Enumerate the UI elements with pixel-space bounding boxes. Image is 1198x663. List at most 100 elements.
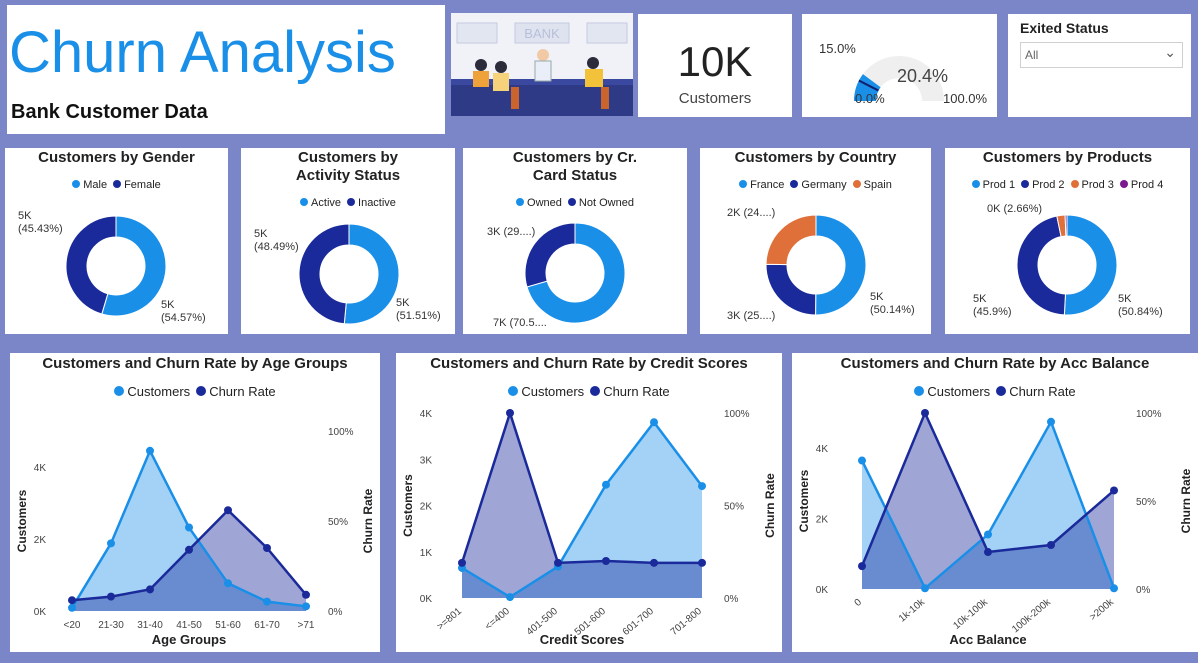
data-label: 5K (45.9%) — [973, 293, 1012, 319]
customers-point[interactable] — [698, 482, 706, 491]
donut-slice-prod-4[interactable] — [1064, 214, 1068, 237]
data-label-line2: (50.14%) — [870, 304, 915, 316]
legend-item[interactable]: Customers — [914, 384, 990, 399]
bank-sign-text: BANK — [524, 26, 560, 41]
churn-rate-point[interactable] — [1047, 541, 1055, 549]
page-title: Churn Analysis — [9, 20, 396, 85]
customers-point[interactable] — [68, 603, 76, 612]
legend-item[interactable]: Inactive — [347, 197, 396, 209]
churn-rate-point[interactable] — [554, 558, 562, 567]
donut-slice-female[interactable] — [65, 215, 117, 315]
churn-rate-point[interactable] — [224, 506, 232, 515]
legend-item[interactable]: Churn Rate — [196, 384, 276, 399]
donut-slice-owned[interactable] — [526, 222, 626, 324]
chart-legend: Customers Churn Rate — [792, 384, 1198, 399]
churn-rate-point[interactable] — [146, 585, 154, 594]
customers-point[interactable] — [921, 584, 929, 593]
legend-marker — [300, 198, 309, 206]
legend-item[interactable]: Male — [72, 179, 107, 191]
churn-rate-point[interactable] — [185, 545, 193, 554]
legend-item[interactable]: Churn Rate — [590, 384, 670, 399]
customers-point[interactable] — [224, 579, 232, 588]
churn-rate-point[interactable] — [107, 592, 115, 601]
x-tick-label: 10k-100k — [951, 596, 990, 632]
churn-rate-point[interactable] — [68, 596, 76, 605]
churn-rate-point[interactable] — [458, 558, 466, 567]
exited-status-dropdown[interactable]: All ⌄ — [1020, 42, 1183, 68]
churn-rate-point[interactable] — [302, 590, 310, 599]
customers-point[interactable] — [302, 602, 310, 611]
churn-rate-point[interactable] — [984, 548, 992, 557]
customers-point[interactable] — [1047, 417, 1055, 426]
chart-legend: Active Inactive — [241, 197, 455, 209]
legend-marker — [72, 180, 81, 188]
customers-line — [461, 420, 703, 599]
customers-point[interactable] — [650, 418, 658, 427]
data-label-line1: 3K (29....) — [487, 226, 536, 238]
x-tick-label: 61-70 — [254, 620, 280, 631]
y-tick-label: 3K — [420, 455, 433, 466]
churn-rate-point[interactable] — [263, 544, 271, 552]
legend-label: Prod 3 — [1081, 179, 1114, 191]
data-label: 5K (54.57%) — [161, 299, 206, 325]
legend-item[interactable]: Churn Rate — [996, 384, 1076, 399]
churn-rate-point[interactable] — [506, 409, 514, 417]
churn-rate-point[interactable] — [602, 557, 610, 565]
customers-point[interactable] — [506, 593, 514, 602]
churn-rate-point[interactable] — [698, 558, 706, 567]
legend-item[interactable]: Prod 3 — [1070, 179, 1114, 191]
churn-rate-point[interactable] — [858, 562, 866, 571]
donut-slice-not-owned[interactable] — [524, 222, 576, 288]
legend-marker — [790, 180, 799, 188]
donut-slice-prod-2[interactable] — [1016, 215, 1066, 316]
churn-rate-point[interactable] — [1110, 486, 1118, 495]
customers-point[interactable] — [185, 523, 193, 532]
legend-item[interactable]: Prod 1 — [971, 179, 1015, 191]
data-label-line1: 0K (2.66%) — [987, 203, 1043, 215]
donut-slice-active[interactable] — [343, 223, 400, 325]
y2-axis-title: Churn Rate — [361, 488, 375, 553]
legend-item[interactable]: France — [739, 179, 784, 191]
customers-point[interactable] — [602, 480, 610, 489]
chart-legend: France Germany Spain — [700, 179, 931, 191]
data-label: 3K (29....) — [487, 226, 535, 239]
legend-marker — [114, 386, 125, 396]
x-tick-label: 21-30 — [98, 620, 124, 631]
legend-marker — [567, 198, 576, 206]
gauge-target-label: 15.0% — [819, 41, 856, 56]
donut-slice-germany[interactable] — [765, 263, 817, 316]
legend-item[interactable]: Not Owned — [567, 197, 634, 209]
legend-item[interactable]: Customers — [508, 384, 584, 399]
chevron-down-icon[interactable]: ⌄ — [1164, 45, 1176, 61]
chart-title: Customers by Activity Status — [295, 149, 401, 184]
customers-point[interactable] — [858, 456, 866, 465]
legend-marker — [971, 180, 980, 188]
legend-item[interactable]: Active — [300, 197, 341, 209]
donut-slice-inactive[interactable] — [298, 223, 350, 325]
donut-slice-male[interactable] — [101, 215, 167, 317]
donut-slice-spain[interactable] — [765, 214, 817, 266]
customers-point[interactable] — [263, 597, 271, 606]
legend-item[interactable]: Prod 2 — [1021, 179, 1065, 191]
legend-item[interactable]: Owned — [516, 197, 562, 209]
legend-marker — [196, 386, 207, 396]
legend-item[interactable]: Prod 4 — [1119, 179, 1163, 191]
churn-rate-point[interactable] — [921, 409, 929, 417]
donut-chart — [1016, 214, 1118, 316]
customers-point[interactable] — [107, 539, 115, 548]
legend-item[interactable]: Germany — [790, 179, 847, 191]
y2-axis-title: Churn Rate — [1179, 468, 1193, 533]
customers-point[interactable] — [146, 446, 154, 455]
y2-tick-label: 50% — [328, 517, 348, 528]
churn-rate-point[interactable] — [650, 558, 658, 567]
legend-item[interactable]: Spain — [852, 179, 892, 191]
legend-item[interactable]: Female — [113, 179, 161, 191]
gauge-max-label: 100.0% — [943, 91, 988, 106]
legend-marker — [1119, 180, 1128, 188]
customers-point[interactable] — [984, 530, 992, 539]
donut-slice-prod-1[interactable] — [1063, 214, 1118, 316]
customers-point[interactable] — [1110, 584, 1118, 593]
legend-label: Customers — [927, 384, 991, 399]
legend-item[interactable]: Customers — [114, 384, 190, 399]
donut-slice-france[interactable] — [815, 214, 867, 316]
